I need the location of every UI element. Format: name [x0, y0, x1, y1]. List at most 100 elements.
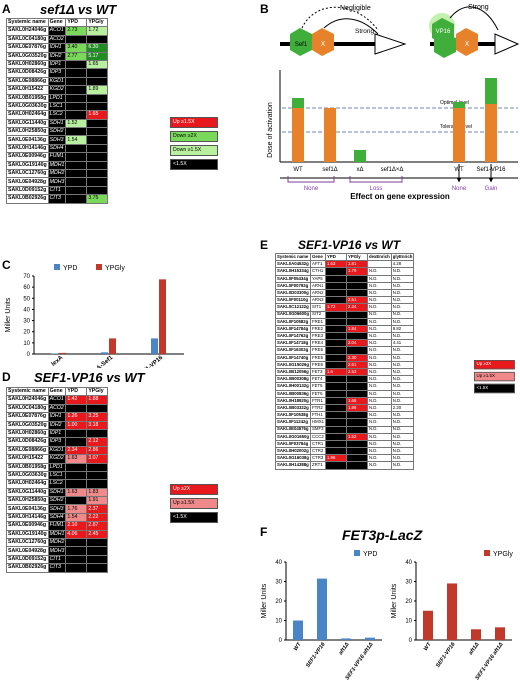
table-row: SAKL0C12760g MDH2: [6, 169, 109, 179]
fold-change-cell: 1.54: [65, 512, 88, 523]
table-row: SAKL0H02002g CTR2 N.D. N.D.: [274, 447, 415, 456]
fold-change-cell: [86, 152, 109, 162]
c-ytick-label: 60: [23, 285, 30, 291]
table-row: SAKL0G06600g SIT2 N.D. N.D.: [274, 310, 415, 319]
systemic-name-cell: SAKL0E04136g: [6, 135, 49, 145]
table-row: SAKL0B00836g FET5 N.D. N.D.: [274, 389, 415, 398]
fold-change-cell: 2.34: [65, 445, 88, 456]
table-header: glyEnrich: [390, 252, 415, 262]
effect-none-left: None: [304, 186, 319, 192]
legend-swatch: Up ≥2X: [170, 484, 218, 495]
f-legend-swatch: [484, 550, 490, 556]
fold-change-cell: 1.89: [86, 85, 109, 95]
gene-cell: ACO1: [47, 395, 67, 405]
vp16-x-bar: [485, 104, 497, 162]
gene-cell: KGD2: [47, 454, 67, 464]
enrich-cell: N.D.: [390, 396, 415, 405]
gene-cell: FUM1: [47, 152, 67, 162]
table-header: YPD: [65, 386, 88, 397]
table-row: SAKL0H24046g ACO1 1.42 1.88: [6, 395, 109, 405]
table-row: SAKL0H02860g IDP1 1.65: [6, 59, 109, 70]
table-row: SAKL0H25850g SDH2: [6, 127, 109, 137]
fold-change-cell: [324, 382, 347, 391]
gene-cell: SDH2: [47, 127, 67, 137]
gene-cell: FET3: [310, 367, 326, 377]
fold-change-cell: [86, 93, 109, 103]
c-bar-ypd: [151, 338, 158, 354]
loss-bracket: [349, 176, 403, 183]
gene-cell: FRE6: [310, 360, 326, 370]
panel-e-legend: Up ≥2X Up ≥1.5X <1.5X: [474, 360, 515, 396]
gene-cell: ACO1: [47, 26, 67, 36]
enrich-cell: N.D.: [366, 418, 392, 427]
fold-change-cell: 3.40: [65, 43, 88, 53]
c-xtick-label: lexA: [51, 355, 65, 368]
gene-cell: CIT3: [47, 563, 67, 573]
gene-cell: SDH4: [47, 512, 67, 523]
gene-cell: LPD1: [47, 93, 67, 103]
fold-change-cell: [86, 479, 109, 489]
table-header: Gene: [310, 252, 326, 262]
fold-change-cell: [324, 360, 347, 370]
fold-change-cell: [324, 389, 347, 398]
enrich-cell: N.D.: [390, 267, 415, 276]
f-ytick-label: 40: [275, 560, 282, 566]
enrich-cell: N.D.: [390, 411, 415, 420]
table-row: SAKL0B01958g LPD1: [6, 462, 109, 472]
table-row: SAKL0C12122g SIT1 1.72 2.34 N.D. N.D.: [274, 303, 415, 312]
fold-change-cell: [65, 110, 88, 120]
systemic-name-cell: SAKL0C12760g: [6, 169, 49, 179]
xd-sef1-bar: [354, 150, 366, 162]
fold-change-cell: [86, 563, 109, 573]
table-row: SAKL0H18920g FTR1 1.66 N.D. N.D.: [274, 396, 415, 405]
table-row: SAKL0B02926g CIT3: [6, 563, 109, 573]
fold-change-cell: 2.04: [345, 339, 368, 348]
fold-change-cell: 1.84: [345, 324, 368, 334]
enrich-cell: N.D.: [366, 461, 392, 470]
fold-change-cell: 2.30: [345, 353, 368, 362]
fold-change-cell: 1.52: [345, 432, 368, 441]
systemic-name-cell: SAKL0G03520g: [6, 420, 49, 430]
table-header: YPGly: [86, 386, 109, 397]
gene-arrow-left: [374, 33, 407, 55]
systemic-name-cell: SAKL0F14784g: [274, 324, 312, 334]
enrich-cell: N.D.: [390, 418, 415, 427]
table-row: SAKL0F00110g ARN3 2.51 N.D. N.D.: [274, 296, 415, 305]
fold-change-cell: [324, 267, 347, 276]
fold-change-cell: [345, 332, 368, 341]
fold-change-cell: [345, 461, 368, 470]
strong-label-left: Strong: [355, 28, 375, 35]
gene-cell: CTR3: [310, 454, 326, 463]
fold-change-cell: [65, 470, 88, 481]
table-row: SAKL0F14784g FRE2 1.84 N.D. 9.82: [274, 324, 415, 334]
table-row: SAKL0H02464g LSC2 1.65: [6, 110, 109, 120]
gene-cell: IDH1: [47, 412, 67, 422]
fold-change-cell: 1.63: [324, 260, 347, 269]
enrich-cell: N.D.: [390, 439, 415, 449]
f-bar: [447, 583, 457, 640]
f-ytick-label: 30: [405, 580, 412, 586]
systemic-name-cell: SAKL0E04576g: [274, 425, 312, 434]
fold-change-cell: 2.77: [65, 51, 88, 61]
table-row: SAKL0F10538g FTH1 N.D. N.D.: [274, 411, 415, 420]
gene-arrow-right: [494, 33, 520, 55]
fold-change-cell: 1.6: [324, 367, 347, 377]
fold-change-cell: [86, 470, 109, 481]
table-row: SAKL0B01958g LPD1: [6, 93, 109, 103]
systemic-name-cell: SAKL0H25850g: [6, 127, 49, 137]
table-row: SAKL0H14388g ZRT1 N.D. N.D.: [274, 461, 415, 470]
fold-change-cell: [324, 403, 347, 413]
table-row: SAKL0D09152g CIT1: [6, 185, 109, 196]
gene-cell: HMX1: [310, 418, 326, 427]
systemic-name-cell: SAKL0D08426g: [6, 68, 49, 78]
systemic-name-cell: SAKL0H14388g: [274, 461, 312, 470]
gene-cell: SDH3: [47, 504, 67, 514]
f-xtick-label: aft1Δ: [338, 641, 351, 656]
fold-change-cell: 2.45: [86, 529, 109, 540]
fold-change-cell: [324, 296, 347, 305]
fold-change-cell: [324, 439, 347, 449]
fold-change-cell: 1.72: [324, 303, 347, 312]
panel-d-legend: Up ≥2X Up ≥1.5X <1.5X: [170, 484, 218, 526]
b-xlabel-3: sef1Δ×Δ: [381, 167, 404, 173]
